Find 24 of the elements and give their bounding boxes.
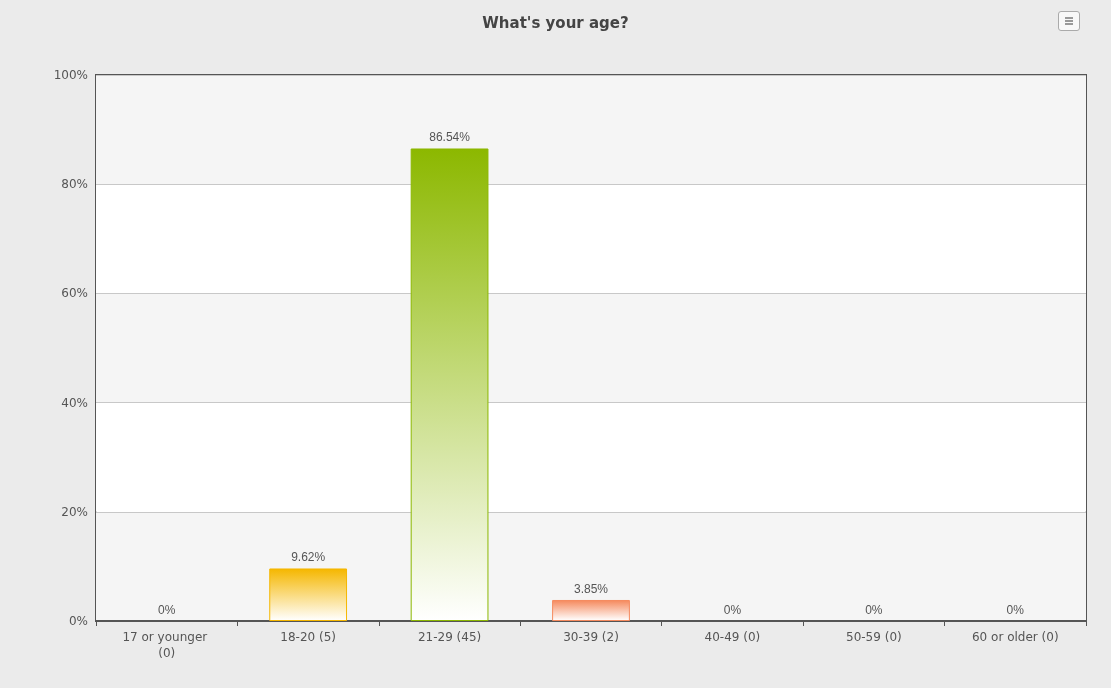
- data-label: 0%: [1006, 603, 1025, 617]
- x-tick-label: 18-20 (5): [280, 630, 336, 644]
- y-tick-label: 80%: [61, 177, 88, 192]
- data-label: 0%: [865, 603, 883, 617]
- data-label: 86.54%: [429, 130, 471, 145]
- data-label: 3.85%: [573, 581, 609, 596]
- bar: [410, 148, 489, 621]
- data-label: 0%: [723, 603, 742, 617]
- x-tick-label: 40-49 (0): [704, 630, 761, 644]
- y-tick-label: 20%: [61, 504, 88, 519]
- x-tick-label: 50-59 (0): [846, 630, 902, 644]
- x-tick-label: 17 or younger (0): [122, 630, 211, 660]
- bar: [552, 599, 630, 621]
- y-tick-label: 100%: [53, 68, 88, 82]
- bar: [269, 568, 348, 621]
- x-tick-label: 60 or older (0): [971, 630, 1059, 644]
- y-tick-label: 0%: [68, 614, 88, 628]
- y-tick-label: 60%: [61, 286, 88, 301]
- x-tick-label: 30-39 (2): [563, 630, 619, 644]
- data-label: 0%: [158, 603, 176, 617]
- data-label: 9.62%: [291, 550, 326, 565]
- x-tick-label: 21-29 (45): [417, 630, 482, 644]
- y-tick-label: 40%: [61, 395, 88, 410]
- chart-title: What's your age?: [482, 13, 629, 32]
